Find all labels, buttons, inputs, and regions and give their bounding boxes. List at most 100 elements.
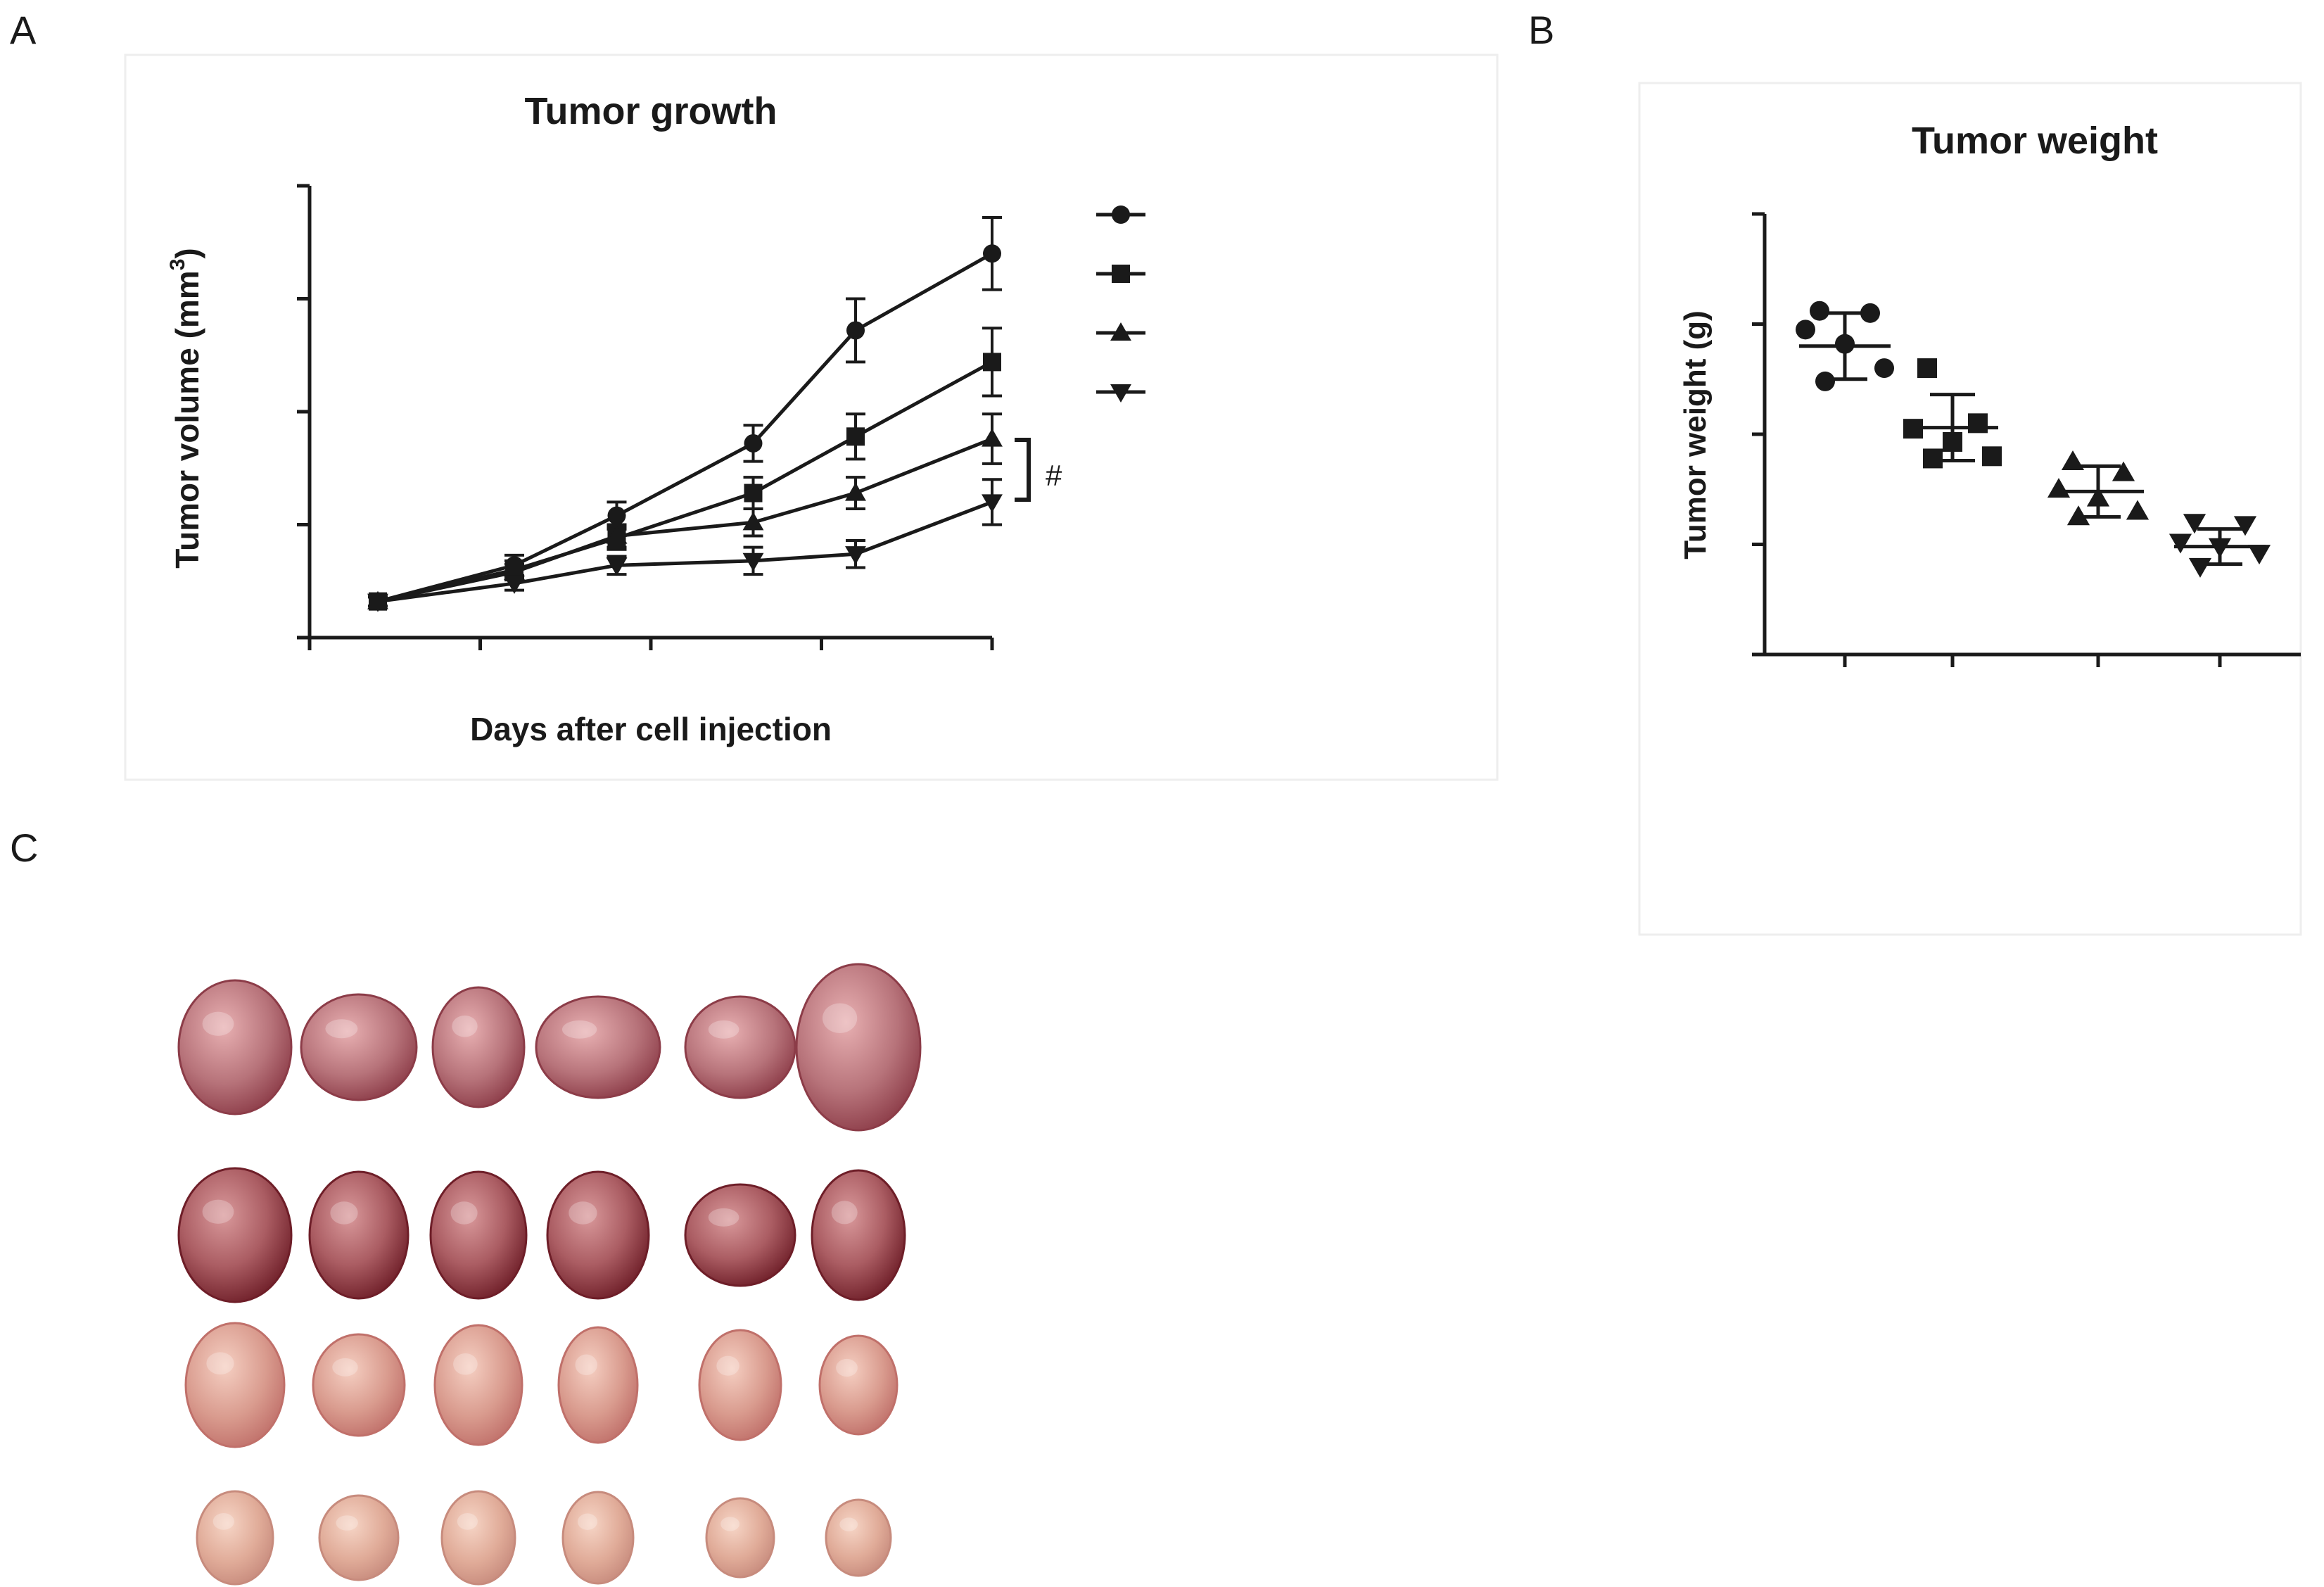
data-point-triangle-down [504,575,525,594]
tumor-sample [705,1497,775,1579]
tumor-highlight [716,1355,739,1376]
data-point-triangle-down [742,552,764,571]
data-point-square [983,353,1001,372]
tumor-highlight [839,1517,858,1531]
tumor-weight-chart: Tumor weight Tumor weight (g) [1678,120,2301,667]
chart-a-ylabel-end: ) [169,248,205,258]
tumor-highlight [202,1199,234,1224]
tumor-highlight [836,1358,858,1377]
weight-point-square [1968,413,1988,434]
tumor-highlight [453,1353,478,1375]
data-point-circle [607,506,626,525]
data-point-triangle-down [606,557,628,576]
weight-point-circle [1874,358,1894,379]
chart-b-title: Tumor weight [1912,120,2158,162]
tumor-highlight [708,1020,739,1039]
series-line-triangle-down [377,500,993,604]
tumor-highlight [561,1020,597,1039]
weight-point-circle [1796,320,1815,340]
weight-point-square [1923,448,1943,469]
tumor-highlight [212,1513,234,1530]
weight-point-triangle [2126,500,2150,520]
tumor-sample [825,1498,892,1577]
tumor-highlight [336,1515,358,1531]
weight-point-circle [1810,301,1829,321]
tumor-highlight [575,1354,597,1376]
series-line-square [377,360,993,604]
tumor-highlight [325,1019,358,1039]
tumor-highlight [457,1513,478,1530]
panel-a-frame [124,53,1499,781]
tumor-highlight [569,1201,597,1225]
weight-point-triangle-down [2169,533,2192,554]
tumor-sample [177,1167,293,1303]
chart-a-title: Tumor growth [525,90,777,132]
tumor-highlight [330,1201,358,1225]
weight-point-triangle [2112,461,2135,481]
tumor-sample [440,1490,516,1586]
tumor-highlight [452,1015,478,1037]
tumor-sample [811,1169,906,1301]
tumor-sample [546,1170,650,1300]
tumor-highlight [332,1358,358,1377]
tumor-sample [433,1324,523,1446]
tumor-sample [312,1333,406,1437]
tumor-sample [184,1322,286,1448]
data-point-triangle-down [845,546,866,565]
tumor-sample [431,986,526,1108]
data-point-circle [744,434,763,453]
tumor-sample [818,1334,899,1436]
significance-hash: # [1046,459,1062,492]
tumor-sample [318,1494,400,1581]
chart-a-ylabel-sup: 3 [166,259,189,271]
tumor-sample [557,1326,639,1444]
weight-point-triangle [2047,478,2071,498]
weight-point-square [1917,358,1937,379]
tumor-photo [177,963,922,1586]
data-point-triangle [982,428,1003,447]
tumor-highlight [822,1003,858,1033]
tumor-highlight [450,1201,478,1225]
series-line-triangle [377,437,993,604]
tumor-sample [684,1183,796,1287]
chart-a-ylabel-main: Tumor volume (mm [169,270,205,568]
tumor-sample [429,1170,528,1300]
data-point-circle [983,244,1001,263]
chart-a-xlabel: Days after cell injection [470,711,832,747]
tumor-highlight [831,1201,858,1225]
chart-a-ylabel: Tumor volume (mm3) [166,248,205,568]
legend-marker-triangle-down [1110,384,1131,403]
series-line-circle [377,252,993,604]
weight-point-triangle-down [2233,516,2257,536]
data-point-square [846,427,865,446]
data-point-circle [846,321,865,340]
tumor-sample [535,995,661,1099]
tumor-sample [300,993,418,1101]
chart-b-ylabel: Tumor weight (g) [1678,310,1713,559]
panel-label-a: A [10,8,37,52]
tumor-highlight [206,1352,234,1375]
tumor-sample [308,1170,409,1300]
weight-point-square [1982,446,2002,467]
data-point-triangle-down [982,494,1003,513]
panel-b-frame [1638,82,2302,936]
significance-bracket: # [1015,438,1062,502]
weight-point-triangle-down [2188,557,2212,578]
tumor-highlight [720,1517,740,1531]
legend-marker-circle [1112,206,1130,224]
tumor-sample [177,979,293,1115]
data-point-triangle [742,512,764,531]
weight-point-triangle-down [2183,514,2206,534]
tumor-highlight [202,1011,234,1036]
data-point-square [744,483,763,502]
weight-point-triangle-down [2247,545,2271,565]
panel-label-b: B [1528,8,1554,52]
legend-marker-square [1112,265,1130,283]
tumor-sample [795,963,922,1132]
tumor-highlight [708,1208,739,1227]
legend-marker-triangle [1110,322,1131,341]
data-point-triangle [845,482,866,501]
tumor-sample [684,995,796,1099]
tumor-sample [698,1329,782,1441]
tumor-highlight [578,1513,597,1530]
